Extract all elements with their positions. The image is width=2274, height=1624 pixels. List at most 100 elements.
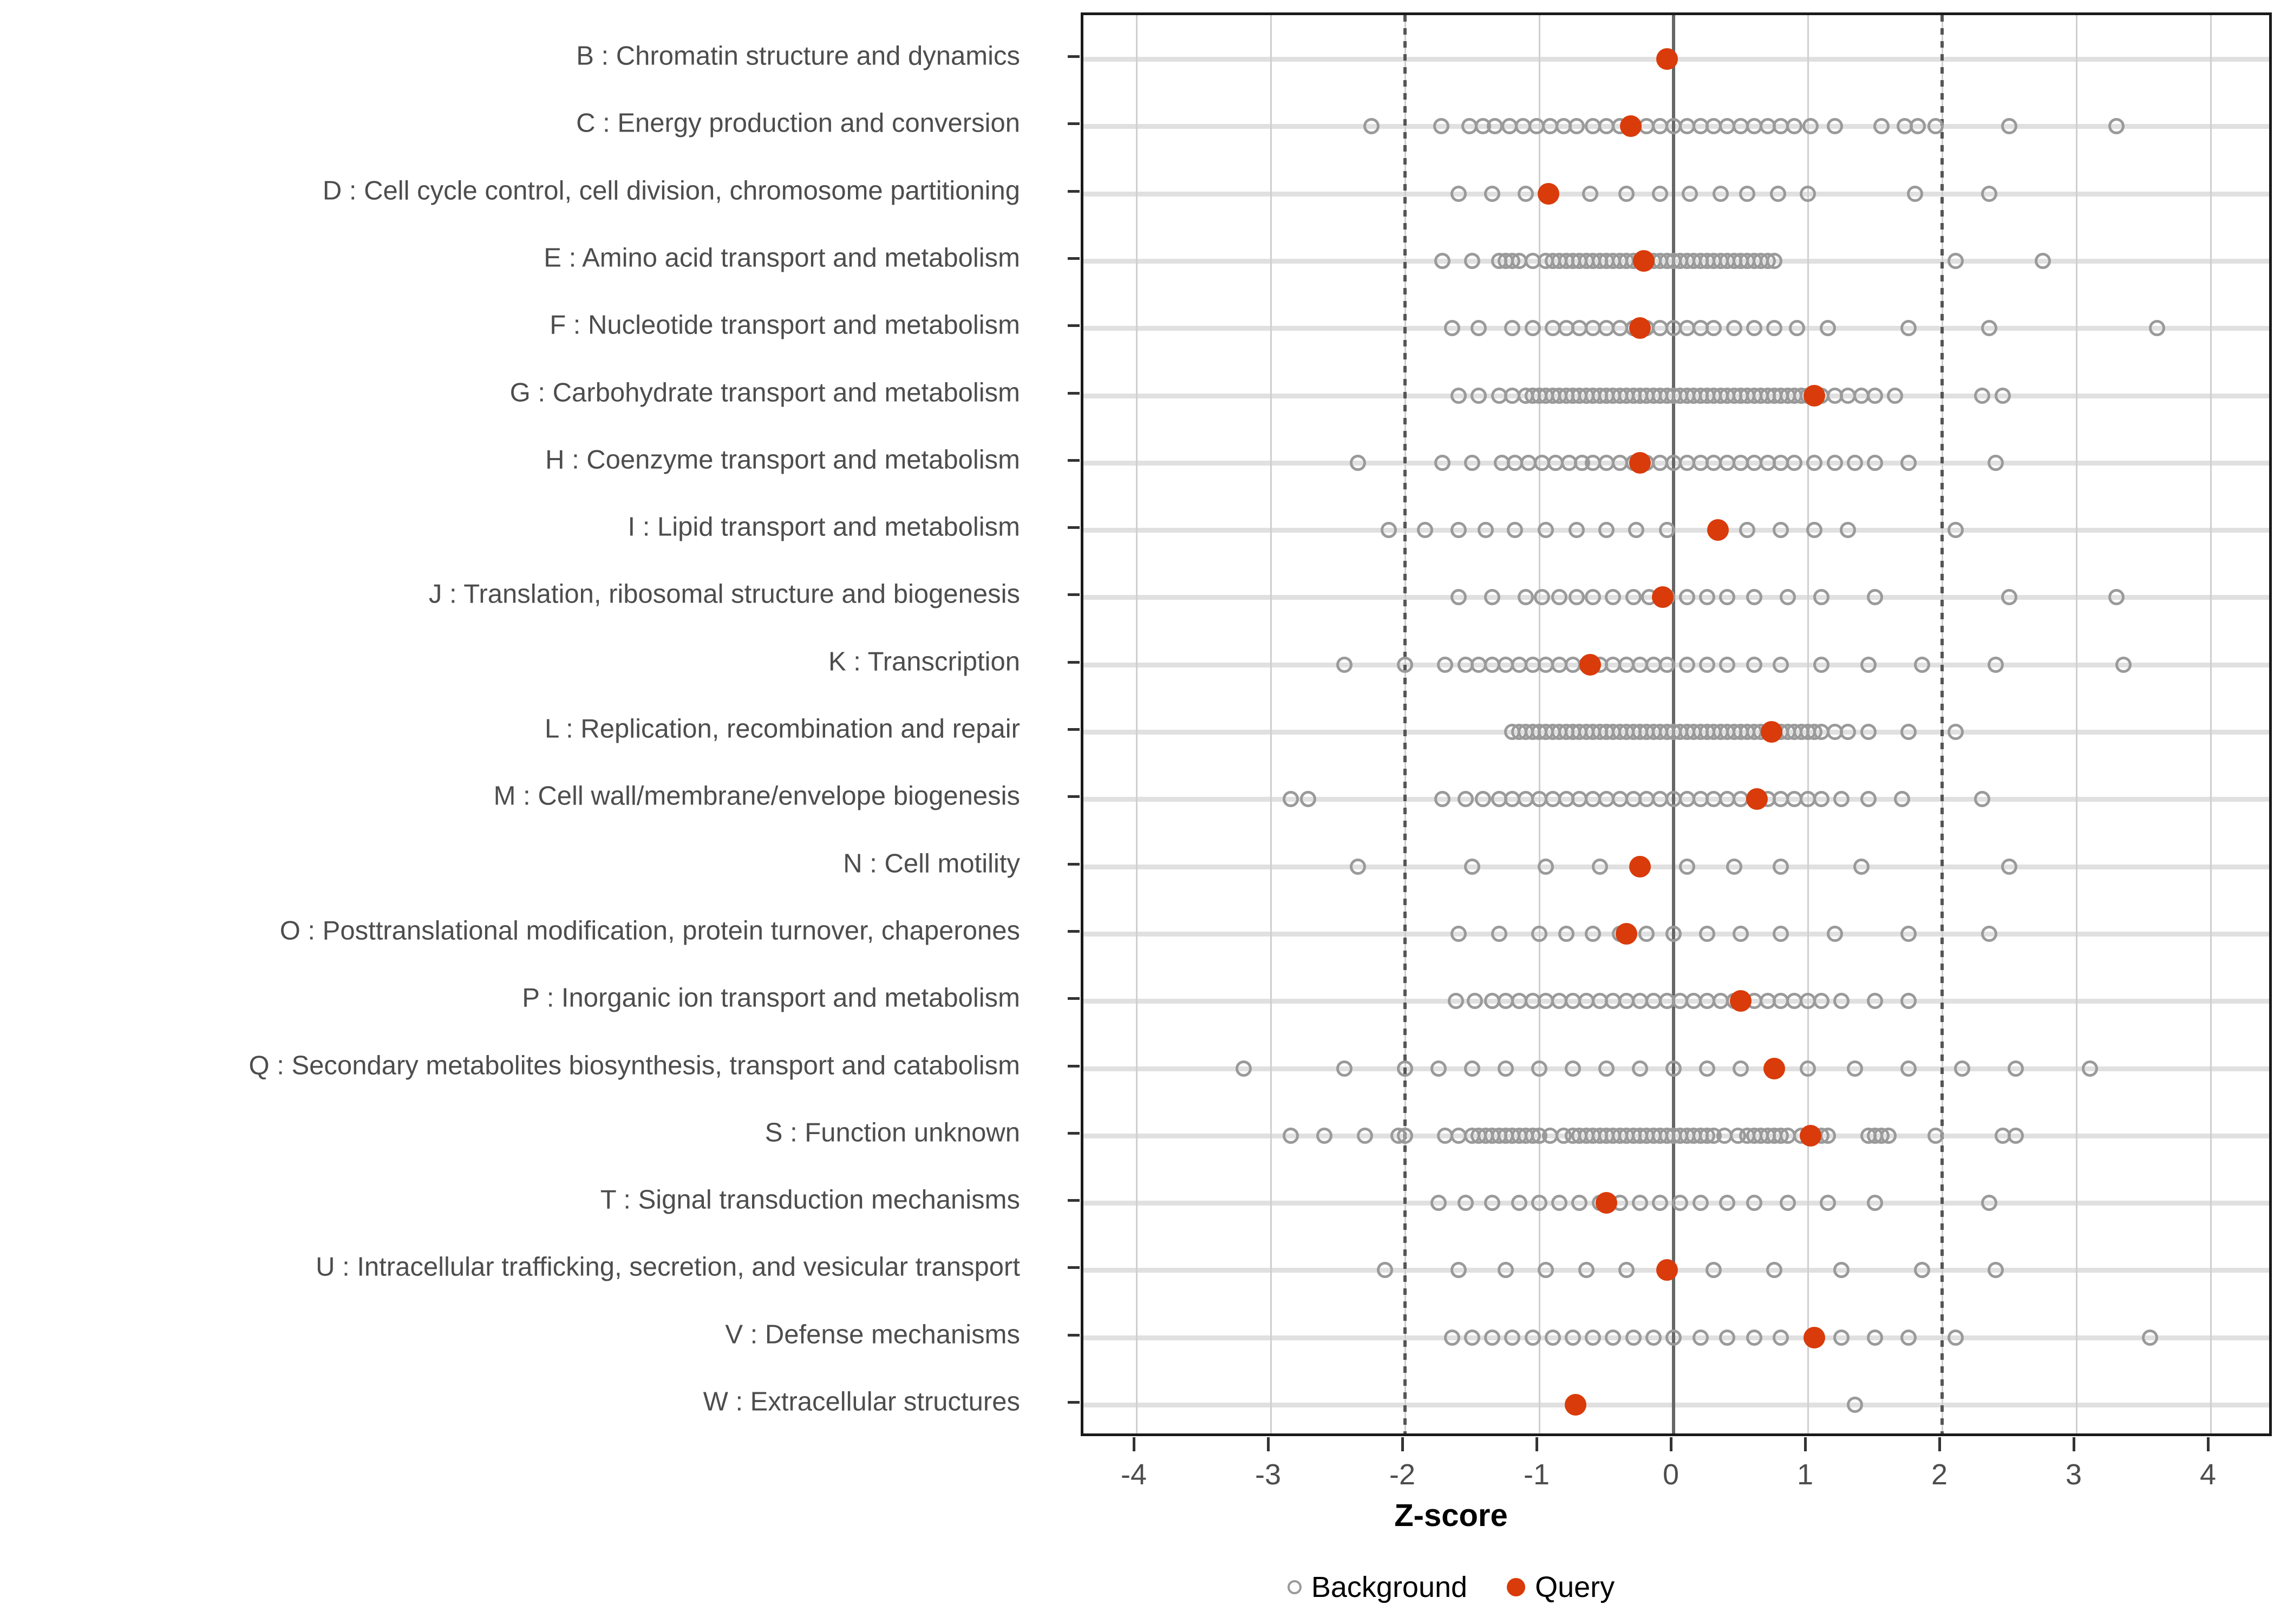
- background-point: [1900, 925, 1917, 942]
- background-point: [1726, 320, 1742, 337]
- x-axis-tick-label: 2: [1931, 1458, 1948, 1491]
- legend-label-background: Background: [1311, 1570, 1468, 1603]
- background-point: [1813, 993, 1829, 1010]
- background-point: [1443, 320, 1460, 337]
- y-axis-tick: [1068, 189, 1080, 193]
- x-axis-tick-label: 4: [2199, 1458, 2217, 1491]
- horizontal-gridline: [1083, 191, 2269, 197]
- background-point: [1947, 522, 1964, 539]
- query-point: [1730, 990, 1752, 1012]
- background-point: [1699, 656, 1715, 673]
- background-point: [1283, 791, 1299, 808]
- query-point: [1538, 182, 1560, 205]
- background-point: [1719, 1329, 1736, 1346]
- query-point: [1803, 1326, 1826, 1348]
- background-point: [1706, 1262, 1722, 1279]
- plot-panel: [1081, 12, 2272, 1436]
- background-point: [1350, 858, 1367, 875]
- horizontal-gridline: [1083, 595, 2269, 600]
- query-point: [1619, 115, 1642, 137]
- background-point: [1712, 185, 1729, 202]
- background-point: [1786, 454, 1803, 471]
- y-axis-tick: [1068, 997, 1080, 1000]
- horizontal-gridline: [1083, 528, 2269, 533]
- x-axis-tick: [2072, 1437, 2075, 1451]
- query-point: [1799, 1124, 1821, 1147]
- background-point: [1860, 724, 1877, 740]
- background-point: [1665, 925, 1682, 942]
- background-point: [1981, 320, 1997, 337]
- horizontal-gridline: [1083, 864, 2269, 869]
- query-point: [1616, 922, 1638, 945]
- background-point: [1867, 454, 1883, 471]
- background-point: [1518, 589, 1534, 606]
- background-point: [1860, 656, 1877, 673]
- background-point: [1477, 522, 1494, 539]
- background-point: [1746, 589, 1762, 606]
- y-axis-category-label: B : Chromatin structure and dynamics: [576, 41, 1020, 71]
- x-axis-tick-label: 1: [1796, 1458, 1814, 1491]
- y-axis-category-label: U : Intracellular trafficking, secretion…: [316, 1252, 1020, 1282]
- background-point: [1846, 1397, 1863, 1413]
- y-axis-category-label: T : Signal transduction mechanisms: [600, 1185, 1020, 1215]
- background-point: [1538, 522, 1554, 539]
- x-axis-tick-label: -2: [1389, 1458, 1416, 1491]
- background-point: [1484, 185, 1501, 202]
- y-axis-tick: [1068, 391, 1080, 395]
- background-point: [1867, 387, 1883, 404]
- background-point: [1853, 858, 1870, 875]
- background-point: [1578, 1262, 1595, 1279]
- background-point: [1336, 656, 1353, 673]
- background-point: [1491, 925, 1507, 942]
- vertical-gridline: [2210, 15, 2212, 1433]
- background-point: [1927, 1127, 1944, 1144]
- background-point: [1981, 1195, 1997, 1212]
- background-point: [1770, 185, 1787, 202]
- background-point: [1498, 1262, 1514, 1279]
- background-point: [1840, 724, 1857, 740]
- background-point: [2142, 1329, 2159, 1346]
- background-point: [1628, 522, 1644, 539]
- background-point: [1820, 320, 1837, 337]
- background-point: [1746, 656, 1762, 673]
- y-axis-category-label: G : Carbohydrate transport and metabolis…: [509, 378, 1020, 407]
- background-point: [1518, 185, 1534, 202]
- background-point: [1681, 185, 1698, 202]
- y-axis-category-label: J : Translation, ribosomal structure and…: [428, 579, 1020, 609]
- background-point: [1605, 1329, 1622, 1346]
- y-axis-category-label: L : Replication, recombination and repai…: [545, 714, 1020, 744]
- background-point: [1538, 858, 1554, 875]
- background-point: [1773, 522, 1789, 539]
- x-axis-tick: [1669, 1437, 1672, 1451]
- background-point: [1531, 925, 1547, 942]
- background-point: [1443, 1329, 1460, 1346]
- background-point: [1806, 522, 1823, 539]
- background-point: [2108, 118, 2125, 135]
- background-point: [1860, 791, 1877, 808]
- background-point: [1397, 656, 1413, 673]
- background-point: [1887, 387, 1904, 404]
- x-axis-title-text: Z-score: [1394, 1498, 1508, 1533]
- background-point: [1484, 589, 1501, 606]
- background-point: [1893, 791, 1910, 808]
- background-point: [1376, 1262, 1393, 1279]
- y-axis-category-label: I : Lipid transport and metabolism: [628, 512, 1020, 542]
- background-point: [1632, 1060, 1648, 1077]
- background-point: [1417, 522, 1434, 539]
- background-point: [1433, 118, 1449, 135]
- query-point: [1746, 788, 1768, 810]
- query-point: [1596, 1192, 1617, 1214]
- x-axis-tick: [1266, 1437, 1270, 1451]
- background-point: [1994, 387, 2011, 404]
- background-point: [1813, 656, 1829, 673]
- background-point: [1605, 589, 1622, 606]
- background-point: [1900, 1060, 1917, 1077]
- background-point: [1692, 1195, 1709, 1212]
- background-point: [1625, 1329, 1642, 1346]
- y-axis-category-label: Q : Secondary metabolites biosynthesis, …: [249, 1051, 1020, 1080]
- background-point: [1434, 454, 1451, 471]
- background-point: [1699, 925, 1715, 942]
- y-axis-category-label: H : Coenzyme transport and metabolism: [545, 445, 1020, 475]
- y-axis-tick: [1068, 1401, 1080, 1404]
- background-point: [1840, 522, 1857, 539]
